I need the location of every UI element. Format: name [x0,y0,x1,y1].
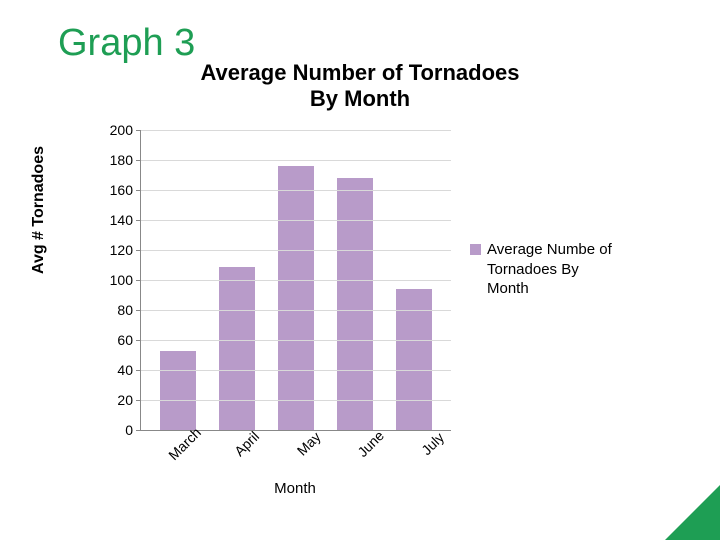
chart-title-line2: By Month [310,86,410,111]
y-tick [136,280,141,281]
bar [337,178,373,430]
gridline [141,370,451,371]
y-tick-label: 80 [93,302,133,318]
y-tick-label: 100 [93,272,133,288]
bar [219,267,255,431]
y-tick [136,250,141,251]
gridline [141,160,451,161]
chart-area: Avg # Tornadoes 020406080100120140160180… [70,130,630,490]
x-axis-label: Month [140,480,450,497]
y-tick [136,340,141,341]
x-tick-label: May [294,429,324,459]
y-tick-label: 200 [93,122,133,138]
y-tick-label: 40 [93,362,133,378]
y-tick-label: 180 [93,152,133,168]
x-tick-label: June [354,427,387,460]
chart-title-line1: Average Number of Tornadoes [200,60,519,85]
gridline [141,190,451,191]
bar [160,351,196,431]
y-axis-label: Avg # Tornadoes [30,60,48,360]
gridline [141,310,451,311]
y-tick [136,190,141,191]
legend: Average Numbe of Tornadoes By Month [470,240,630,299]
y-tick [136,430,141,431]
y-tick-label: 60 [93,332,133,348]
gridline [141,340,451,341]
y-tick [136,310,141,311]
gridline [141,280,451,281]
y-tick [136,220,141,221]
y-tick [136,160,141,161]
x-tick-label: July [418,429,447,458]
y-tick-label: 120 [93,242,133,258]
y-tick [136,370,141,371]
legend-label: Average Numbe of Tornadoes By Month [487,240,617,299]
gridline [141,250,451,251]
y-tick-label: 20 [93,392,133,408]
y-tick [136,400,141,401]
slide-title: Graph 3 [58,22,195,65]
gridline [141,220,451,221]
plot-area: 020406080100120140160180200 [140,130,451,431]
y-tick-label: 0 [93,422,133,438]
legend-swatch [470,244,481,255]
y-tick-label: 140 [93,212,133,228]
accent-triangle [665,485,720,540]
y-tick [136,130,141,131]
x-tick-label: April [231,428,262,459]
gridline [141,130,451,131]
y-tick-label: 160 [93,182,133,198]
bar [278,166,314,430]
gridline [141,400,451,401]
chart-title: Average Number of Tornadoes By Month [0,60,720,113]
